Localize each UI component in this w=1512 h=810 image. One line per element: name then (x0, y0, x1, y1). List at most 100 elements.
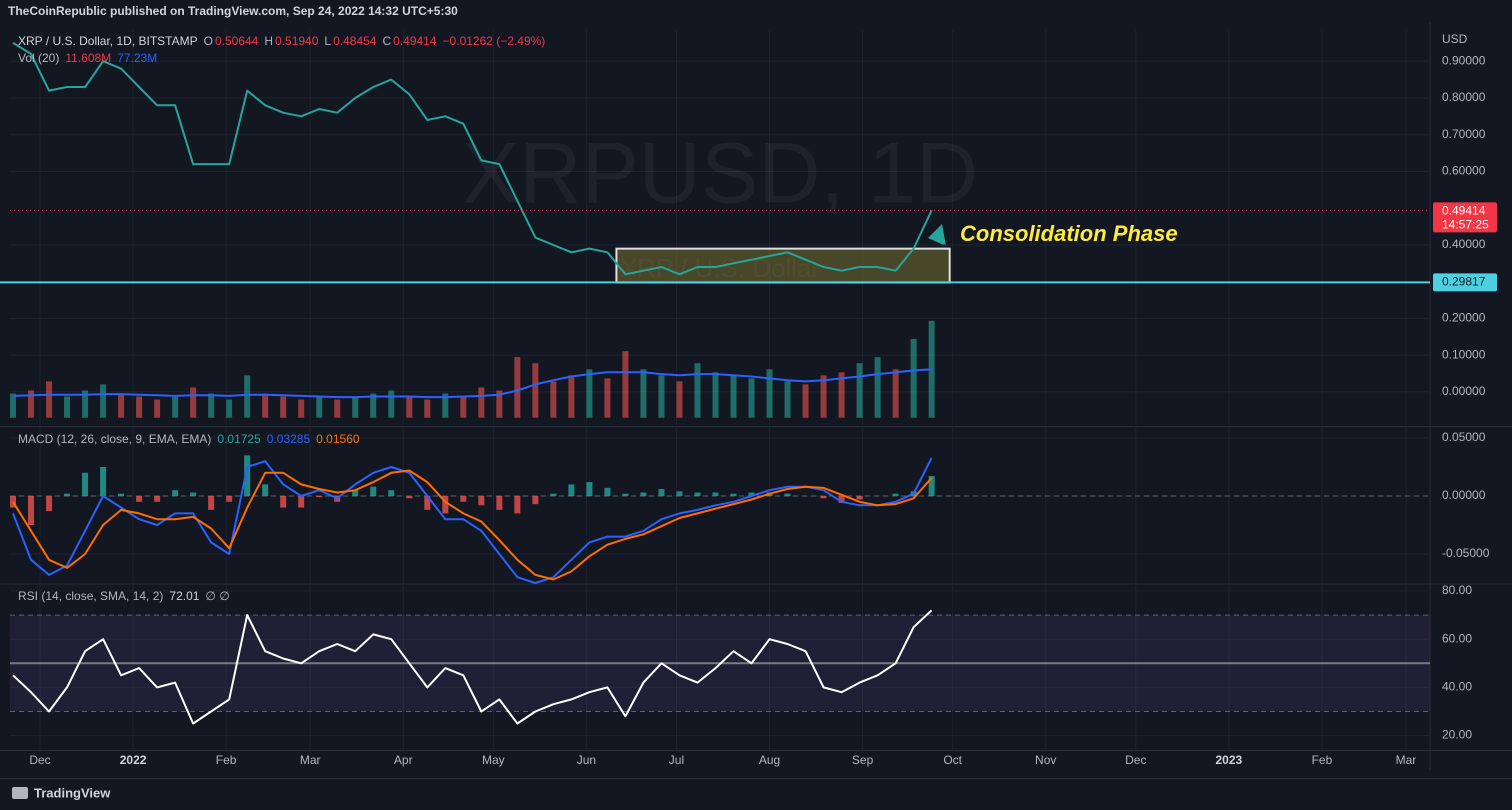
histogram-bar (856, 495, 863, 500)
volume-bar (424, 399, 431, 418)
volume-bar (784, 381, 791, 418)
legend-item: 0.01725 (217, 432, 261, 446)
histogram-bar (172, 490, 179, 496)
volume-bar (388, 390, 395, 418)
histogram-bar (640, 492, 647, 496)
volume-bar (226, 399, 233, 418)
histogram-bar (514, 495, 521, 514)
y-tick-label: 0.00000 (1442, 384, 1486, 398)
histogram-bar (586, 482, 593, 496)
volume-bar (928, 320, 935, 418)
y-tick-label: 60.00 (1442, 631, 1472, 645)
volume-bar (370, 393, 377, 418)
histogram-bar (388, 490, 395, 496)
histogram-bar (658, 489, 665, 496)
y-tick-label: 80.00 (1442, 583, 1472, 597)
histogram-bar (622, 493, 629, 496)
histogram-bar (154, 495, 161, 502)
volume-bar (622, 351, 629, 418)
volume-bar (244, 375, 251, 418)
volume-bar (82, 390, 89, 418)
x-tick-label: Dec (1125, 753, 1146, 767)
volume-bar (64, 396, 71, 418)
legend-item: 77.23M (117, 51, 157, 65)
legend-item: L (324, 34, 331, 48)
y-tick-label: 0.00000 (1442, 488, 1486, 502)
legend-item: XRP / U.S. Dollar, 1D, BITSTAMP (18, 34, 198, 48)
y-tick-label: 0.80000 (1442, 90, 1486, 104)
histogram-bar (226, 495, 233, 502)
histogram-bar (208, 495, 215, 510)
histogram-bar (928, 475, 935, 496)
legend-item: ∅ ∅ (205, 589, 229, 603)
volume-bar (172, 396, 179, 418)
volume-bar (874, 357, 881, 418)
histogram-bar (82, 472, 89, 496)
legend-item: 0.48454 (333, 34, 377, 48)
x-tick-label: Sep (852, 753, 874, 767)
volume-bar (406, 396, 413, 418)
volume-bar (100, 384, 107, 418)
volume-bar (316, 396, 323, 418)
axis-unit: USD (1442, 32, 1468, 46)
legend-item: −0.01262 (−2.49%) (443, 34, 546, 48)
volume-bar (136, 396, 143, 418)
support-label-bg (1433, 273, 1497, 292)
volume-bar (802, 384, 809, 418)
volume-bar (820, 375, 827, 418)
consolidation-box (615, 247, 951, 284)
histogram-bar (316, 495, 323, 498)
volume-bar (532, 363, 539, 418)
series-line (12, 609, 933, 725)
histogram-bar (712, 492, 719, 496)
histogram-bar (406, 495, 413, 499)
volume-bar (640, 369, 647, 418)
x-tick-label: 2023 (1216, 753, 1243, 767)
histogram-bar (820, 495, 827, 499)
histogram-bar (478, 495, 485, 506)
histogram-bar (352, 490, 359, 496)
footer-brand: TradingView (34, 785, 111, 800)
histogram-bar (532, 495, 539, 505)
volume-bar (496, 390, 503, 418)
volume-bar (298, 399, 305, 418)
volume-bar (460, 396, 467, 418)
legend: RSI (14, close, SMA, 14, 2) 72.01 ∅ ∅ (18, 589, 230, 603)
y-tick-label: 0.10000 (1442, 347, 1486, 361)
volume-bar (190, 387, 197, 418)
histogram-bar (694, 492, 701, 496)
histogram-bar (604, 487, 611, 496)
last-price-bg (1433, 202, 1497, 233)
volume-bar (856, 363, 863, 418)
header-title: TheCoinRepublic published on TradingView… (8, 4, 458, 18)
legend-value: 72.01 (169, 589, 199, 603)
countdown-label: 14:57:25 (1442, 218, 1489, 232)
volume-bar (586, 369, 593, 418)
x-tick-label: Mar (1396, 753, 1417, 767)
volume-bar (730, 375, 737, 418)
volume-bar (352, 396, 359, 418)
volume-bar (208, 393, 215, 418)
volume-bar (766, 369, 773, 418)
volume-bar (442, 393, 449, 418)
volume-bar (334, 399, 341, 418)
x-tick-label: Feb (216, 753, 237, 767)
volume-bar (280, 396, 287, 418)
legend-item: 0.49414 (393, 34, 437, 48)
histogram-bar (496, 495, 503, 510)
histogram-bar (136, 495, 143, 502)
y-tick-label: 0.40000 (1442, 237, 1486, 251)
annotation: Consolidation Phase (960, 221, 1178, 246)
volume-bar (118, 393, 125, 418)
x-tick-label: Dec (29, 753, 50, 767)
volume-bar (838, 372, 845, 418)
last-price-label: 0.49414 (1442, 204, 1486, 218)
volume-bar (604, 378, 611, 418)
x-tick-label: 2022 (120, 753, 147, 767)
volume-bar (748, 378, 755, 418)
volume-bar (892, 369, 899, 418)
legend-item: 0.51940 (275, 34, 319, 48)
x-tick-label: Jul (669, 753, 684, 767)
legend-item: 0.50644 (215, 34, 259, 48)
